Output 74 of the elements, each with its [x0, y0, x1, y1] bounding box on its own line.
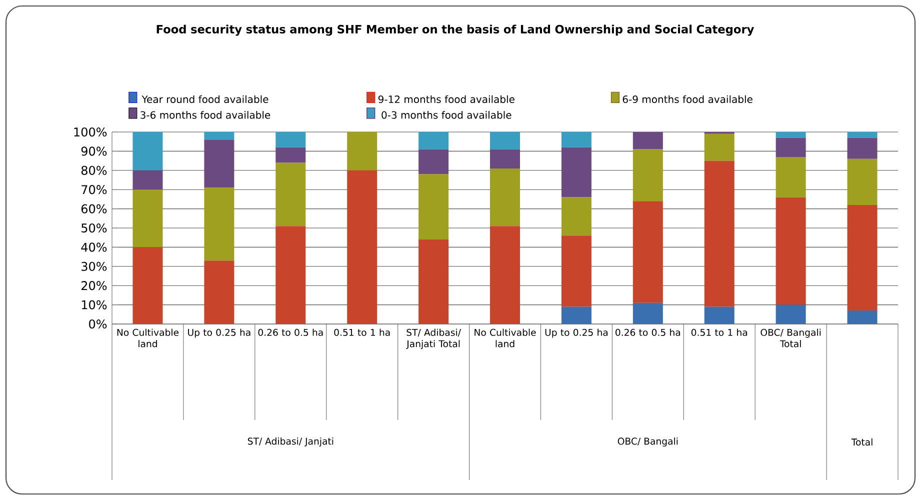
bar — [561, 147, 592, 198]
y-tick-label: 0% — [89, 319, 107, 329]
bar — [704, 160, 734, 307]
text: ST/ Adibasi/ Janjati — [248, 437, 334, 447]
x-tick-label: Up to 0.25 ha — [545, 328, 608, 338]
x-tick-label: 0.51 to 1 ha — [334, 328, 390, 336]
bar — [704, 134, 734, 161]
bar — [418, 132, 449, 150]
y-tick-label: 80% — [81, 166, 107, 175]
bar — [776, 197, 806, 305]
y-tick-label: 60% — [81, 204, 107, 214]
bar — [776, 138, 806, 157]
bar — [632, 302, 663, 324]
bar — [561, 236, 592, 307]
x-tick-label: 0.26 to 0.5 ha — [258, 328, 323, 336]
bar — [276, 226, 306, 324]
bar — [276, 132, 306, 148]
text: OBC/ Bangali — [618, 437, 678, 447]
bar — [132, 190, 163, 248]
bar — [347, 132, 378, 170]
y-tick-label: 30% — [82, 262, 107, 271]
bar — [632, 149, 663, 202]
x-tick-label: OBC/ Bangali Total — [760, 328, 821, 348]
legend-label: 6-9 months food available — [622, 95, 752, 104]
legend-label: 3-6 months food available — [140, 111, 270, 119]
bar — [204, 188, 234, 261]
x-tick-label: ST/ Adibasi/ Janjati Total — [406, 328, 461, 350]
bar — [847, 138, 878, 159]
bar — [490, 132, 520, 150]
y-tick-label: 40% — [81, 242, 107, 252]
bar — [632, 201, 663, 303]
bar — [418, 174, 449, 240]
bar — [418, 149, 449, 174]
bar — [204, 260, 234, 324]
x-tick-label: No Cultivable land — [117, 328, 179, 348]
x-tick-label: No Cultivable land — [474, 328, 536, 348]
bar — [347, 170, 378, 324]
y-tick-label: 100% — [74, 127, 107, 137]
bar — [776, 156, 806, 198]
x-tick-label: Up to 0.25 ha — [188, 328, 250, 338]
y-tick-label: 90% — [81, 146, 107, 156]
bar — [561, 132, 592, 148]
bar — [847, 158, 878, 205]
y-tick-label: 20% — [81, 281, 107, 290]
bar — [490, 149, 520, 168]
bar — [776, 304, 806, 324]
legend-label: 9-12 months food available — [378, 95, 514, 104]
bar — [132, 132, 163, 170]
bar — [776, 132, 806, 138]
bar — [847, 132, 878, 138]
x-tick-label: 0.51 to 1 ha — [691, 328, 748, 336]
bar — [418, 240, 449, 324]
bar — [561, 306, 592, 324]
bar — [204, 132, 234, 140]
bar — [704, 306, 734, 324]
legend-label: Year round food available — [142, 95, 268, 104]
legend-label: 0-3 months food available — [382, 111, 512, 119]
bar — [132, 170, 163, 190]
bar — [204, 140, 234, 188]
bar — [632, 132, 663, 150]
chart-title: Food security status among SHF Member on the basis of Land Ownership and Social Category — [156, 24, 754, 36]
x-tick-label: 0.26 to 0.5 ha — [616, 328, 680, 336]
y-tick-label: 10% — [82, 300, 107, 310]
bar — [561, 197, 592, 236]
bar — [847, 310, 878, 324]
bar — [490, 226, 520, 324]
bar — [132, 247, 163, 324]
y-tick-label: 70% — [82, 185, 107, 194]
bar — [847, 204, 878, 311]
bar — [276, 162, 306, 226]
text: Total — [851, 438, 872, 446]
bar — [490, 168, 520, 226]
y-tick-label: 50% — [82, 223, 107, 233]
bar — [276, 147, 306, 163]
